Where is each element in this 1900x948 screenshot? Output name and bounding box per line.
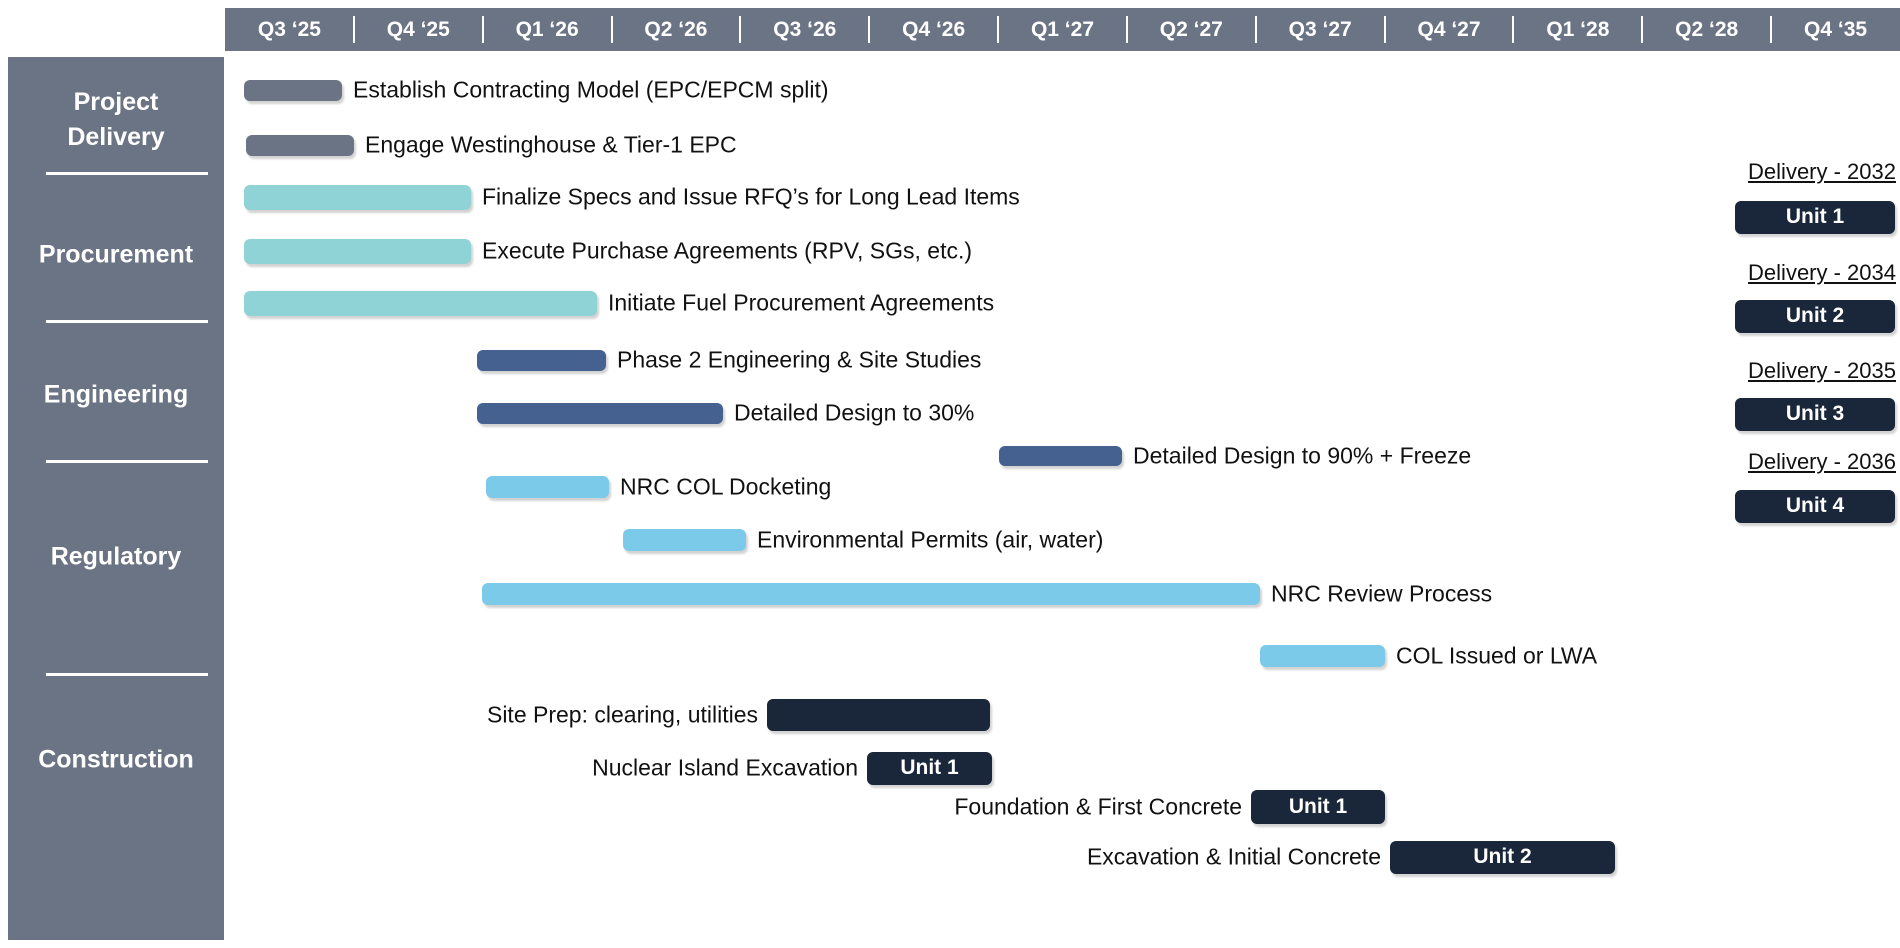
task-label: NRC Review Process bbox=[1271, 580, 1493, 607]
gantt-bar: Unit 1 bbox=[1251, 790, 1385, 824]
quarter-label: Q1 ‘28 bbox=[1512, 8, 1642, 51]
gantt-bar bbox=[244, 238, 471, 264]
sidebar-section-label: Regulatory bbox=[50, 542, 182, 571]
task-label: Establish Contracting Model (EPC/EPCM sp… bbox=[353, 76, 829, 103]
category-sidebar: Project Delivery Procurement Engineering Re… bbox=[8, 57, 224, 940]
delivery-title: Delivery - 2034 bbox=[1748, 260, 1896, 285]
gantt-bar bbox=[482, 583, 1260, 605]
gantt-bar bbox=[486, 476, 609, 498]
quarter-label: Q4 ‘25 bbox=[352, 8, 483, 51]
gantt-bar bbox=[246, 134, 354, 156]
task-label: Detailed Design to 90% + Freeze bbox=[1133, 442, 1472, 469]
task-label: Finalize Specs and Issue RFQ’s for Long … bbox=[482, 183, 1020, 210]
sidebar-section-label: Procurement bbox=[38, 240, 194, 269]
sidebar-divider bbox=[46, 673, 208, 676]
gantt-bar: Unit 2 bbox=[1390, 840, 1615, 874]
sidebar-divider bbox=[46, 320, 208, 323]
task-label: Detailed Design to 30% bbox=[734, 399, 975, 426]
task-label: Initiate Fuel Procurement Agreements bbox=[608, 289, 995, 316]
quarter-label: Q4 ‘26 bbox=[868, 8, 998, 51]
sidebar-divider bbox=[46, 172, 208, 175]
gantt-bar bbox=[477, 402, 723, 424]
quarter-label: Q3 ‘26 bbox=[739, 8, 869, 51]
bar-unit-label: Unit 2 bbox=[1473, 845, 1532, 868]
task-label: Foundation & First Concrete bbox=[954, 793, 1242, 820]
task-label: Engage Westinghouse & Tier-1 EPC bbox=[365, 131, 737, 158]
delivery-unit-badge: Unit 1 bbox=[1735, 200, 1895, 234]
quarter-label: Q2 ‘26 bbox=[610, 8, 741, 51]
quarter-label: Q4 ‘27 bbox=[1383, 8, 1514, 51]
bar-unit-label: Unit 1 bbox=[900, 756, 959, 779]
sidebar-divider bbox=[46, 460, 208, 463]
task-label: Excavation & Initial Concrete bbox=[1086, 843, 1381, 870]
sidebar-section-label: Project Delivery bbox=[67, 88, 165, 151]
sidebar-section-label: Engineering bbox=[43, 380, 189, 409]
bar-unit-label: Unit 1 bbox=[1288, 795, 1348, 818]
task-label: Phase 2 Engineering & Site Studies bbox=[617, 346, 982, 373]
delivery-unit-badge: Unit 4 bbox=[1735, 489, 1895, 523]
task-label: Nuclear Island Excavation bbox=[592, 754, 858, 781]
task-label: COL Issued or LWA bbox=[1396, 642, 1598, 669]
gantt-bar bbox=[244, 290, 597, 316]
gantt-bar bbox=[477, 349, 606, 371]
delivery-title: Delivery - 2032 bbox=[1748, 159, 1896, 184]
quarter-label: Q3 ‘25 bbox=[257, 17, 321, 41]
delivery-title: Delivery - 2035 bbox=[1748, 358, 1896, 383]
gantt-bar bbox=[244, 184, 471, 210]
delivery-unit-badge: Unit 3 bbox=[1735, 397, 1895, 431]
quarter-label: Q4 ‘35 bbox=[1770, 8, 1900, 51]
gantt-bar bbox=[244, 79, 342, 101]
task-label: Execute Purchase Agreements (RPV, SGs, e… bbox=[482, 237, 973, 264]
gantt-bar: Unit 1 bbox=[867, 751, 992, 785]
quarter-label: Q2 ‘28 bbox=[1641, 8, 1771, 51]
gantt-bar bbox=[1260, 645, 1385, 667]
delivery-title: Delivery - 2036 bbox=[1748, 449, 1896, 474]
quarter-label: Q2 ‘27 bbox=[1125, 8, 1256, 51]
quarter-label: Q1 ‘26 bbox=[481, 8, 612, 51]
gantt-bar bbox=[767, 699, 990, 731]
gantt-bar bbox=[623, 529, 746, 551]
task-label: NRC COL Docketing bbox=[620, 473, 832, 500]
delivery-unit-badge: Unit 2 bbox=[1735, 299, 1895, 333]
quarter-label: Q3 ‘27 bbox=[1254, 8, 1385, 51]
gantt-bar bbox=[999, 446, 1122, 466]
task-label: Site Prep: clearing, utilities bbox=[486, 701, 758, 728]
task-label: Environmental Permits (air, water) bbox=[757, 526, 1104, 553]
sidebar-section-label: Construction bbox=[38, 745, 194, 774]
timeline-header: Q3 ‘25 Q4 ‘25 Q1 ‘26 Q2 ‘26 Q3 ‘26 Q4 ‘26 Q1 ‘… bbox=[225, 8, 1900, 51]
quarter-label: Q1 ‘27 bbox=[997, 8, 1127, 51]
